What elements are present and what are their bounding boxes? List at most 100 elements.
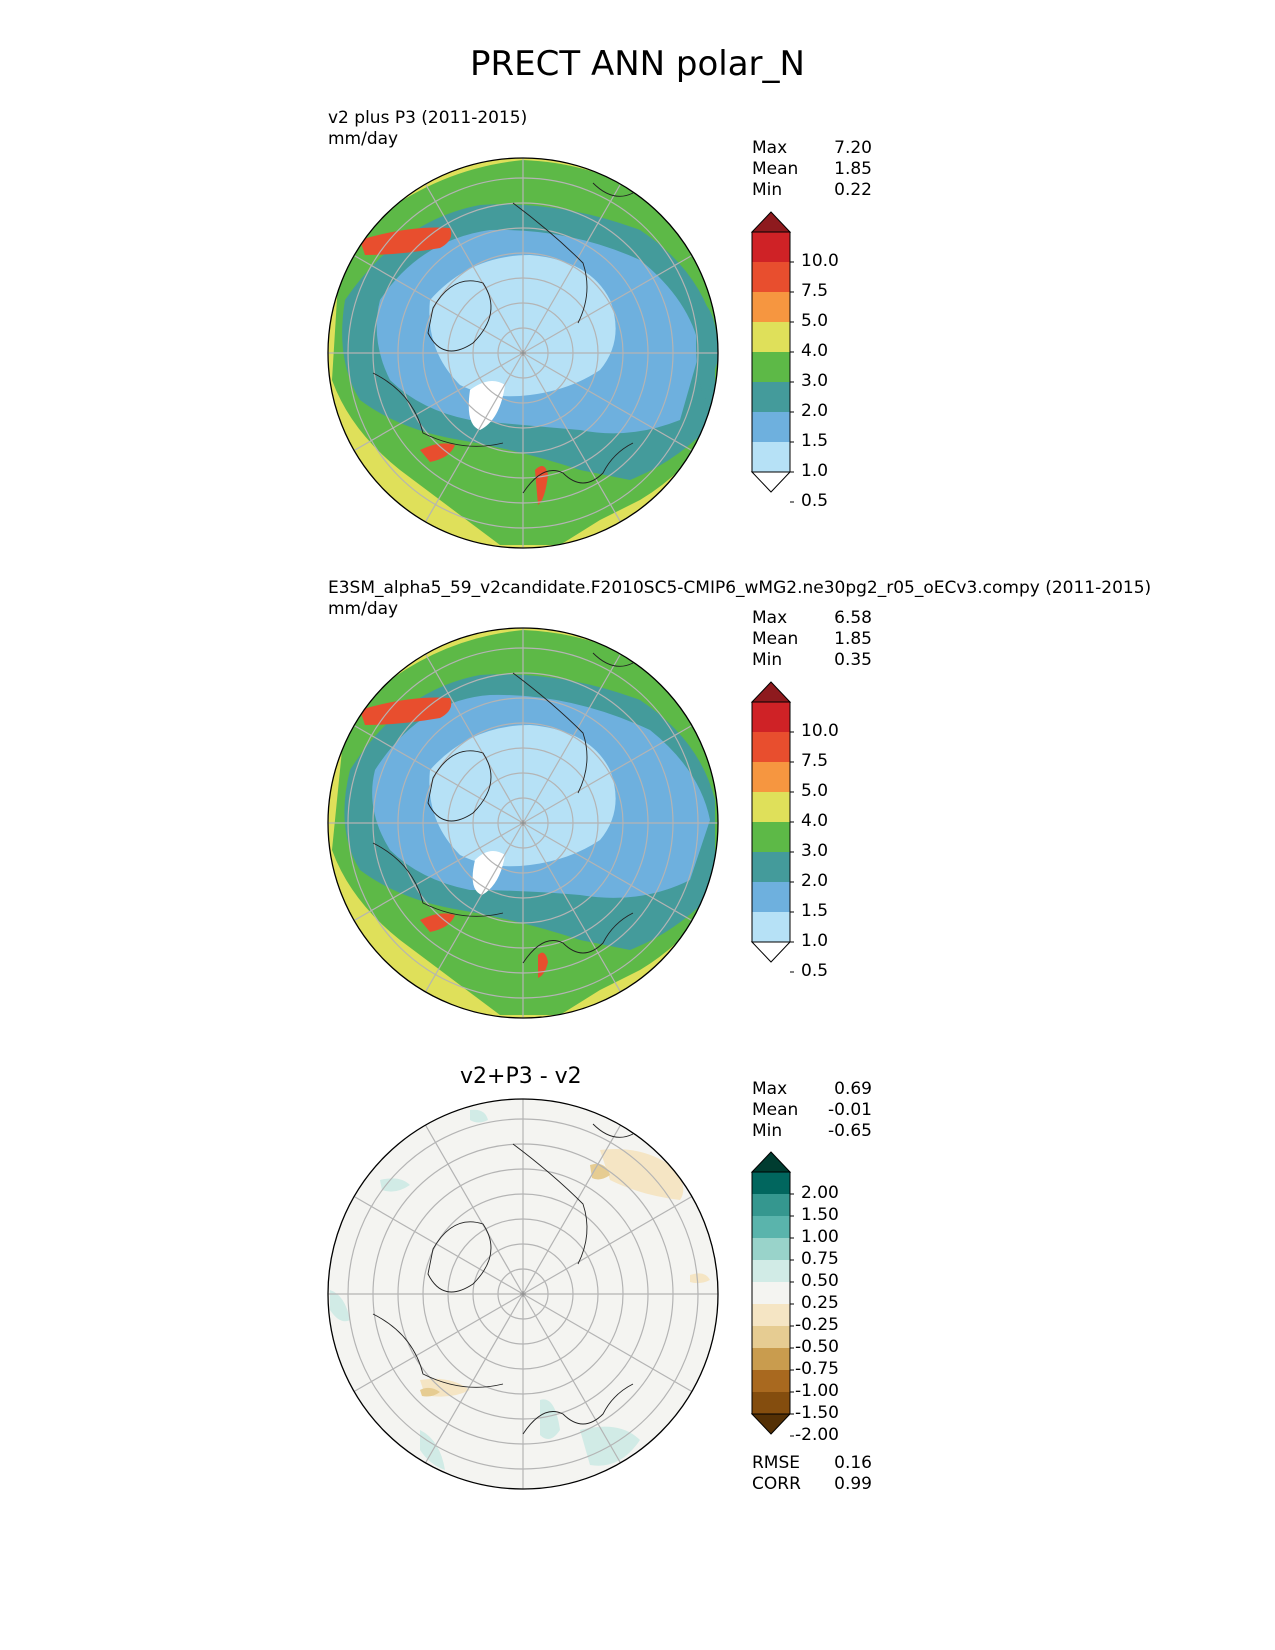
colorbar-tick-label: 5.0 [801, 781, 829, 801]
colorbar-extend-min [750, 471, 792, 493]
panel1-max-value: 7.20 [834, 138, 872, 158]
panel2-mean-label: Mean [752, 629, 799, 649]
colorbar-tick-label: 4.0 [801, 341, 829, 361]
map-border [327, 157, 719, 549]
longitude-line [522, 653, 622, 824]
siberia-coast [512, 672, 588, 794]
canada-coast [372, 372, 504, 447]
colorbar-segment [752, 442, 790, 472]
panel1-mean-value: 1.85 [834, 159, 872, 179]
panel2-min-value: 0.35 [834, 650, 872, 670]
panel2-max-label: Max [752, 608, 788, 628]
longitude-line [522, 822, 622, 993]
panel1-gridlines [327, 157, 719, 549]
siberia-coast [512, 1143, 588, 1265]
colorbar-tick-label: 0.50 [801, 1271, 839, 1291]
colorbar-tick-label: 2.0 [801, 871, 829, 891]
colorbar-tick-label: 5.0 [801, 311, 829, 331]
longitude-line [424, 183, 524, 354]
panel1-colorbar [750, 211, 794, 503]
colorbar-segment [752, 702, 790, 732]
europe-coast [522, 912, 634, 964]
colorbar-segment [752, 322, 790, 352]
longitude-line [522, 822, 693, 922]
europe-coast [522, 442, 634, 494]
colorbar-extend-min [750, 941, 792, 963]
colorbar-tick-label: 0.5 [801, 491, 829, 511]
colorbar-extend-max [750, 1151, 792, 1173]
siberia-coast [512, 202, 588, 324]
longitude-line [522, 1293, 693, 1393]
panel1-min-value: 0.22 [834, 180, 872, 200]
colorbar-tick-label: -0.75 [795, 1359, 839, 1379]
colorbar-extend-max [750, 681, 792, 703]
colorbar-segment [752, 822, 790, 852]
panel3-mean-value: -0.01 [828, 1100, 872, 1120]
colorbar-tick-label: 1.50 [801, 1205, 839, 1225]
panel2-colorbar [750, 681, 794, 973]
longitude-line [353, 254, 524, 354]
colorbar-segment [752, 852, 790, 882]
map-border [327, 1098, 719, 1490]
colorbar-tick-label: 1.0 [801, 931, 829, 951]
colorbar-segment [752, 792, 790, 822]
panel1-mean-label: Mean [752, 159, 799, 179]
longitude-line [424, 1293, 524, 1464]
figure-title: PRECT ANN polar_N [470, 44, 805, 84]
panel2-units: mm/day [328, 599, 399, 619]
colorbar-tick-label: 0.25 [801, 1293, 839, 1313]
colorbar-segment [752, 762, 790, 792]
longitude-line [522, 1124, 622, 1295]
panel2-title: E3SM_alpha5_59_v2candidate.F2010SC5-CMIP… [328, 578, 1152, 598]
colorbar-segment [752, 232, 790, 262]
colorbar-segment [752, 382, 790, 412]
longitude-line [353, 724, 524, 824]
panel1-title: v2 plus P3 (2011-2015) [328, 108, 528, 128]
colorbar-segment [752, 1304, 790, 1326]
colorbar-tick-label: 3.0 [801, 841, 829, 861]
colorbar-tick-label: 4.0 [801, 811, 829, 831]
colorbar-segment [752, 412, 790, 442]
longitude-line [353, 822, 524, 922]
longitude-line [522, 1195, 693, 1295]
colorbar-segment [752, 882, 790, 912]
longitude-line [424, 653, 524, 824]
panel3-title: v2+P3 - v2 [460, 1064, 582, 1089]
colorbar-tick-label: 1.0 [801, 461, 829, 481]
colorbar-tick-label: -1.00 [795, 1381, 839, 1401]
longitude-line [424, 1124, 524, 1295]
alaska-coast [592, 652, 634, 667]
colorbar-tick-label: 7.5 [801, 281, 829, 301]
longitude-line [353, 1293, 524, 1393]
colorbar-segment [752, 1282, 790, 1304]
colorbar-tick-label: 10.0 [801, 721, 839, 741]
colorbar-segment [752, 262, 790, 292]
longitude-line [522, 724, 693, 824]
panel3-colorbar [750, 1151, 794, 1437]
panel1-max-label: Max [752, 138, 788, 158]
colorbar-segment [752, 912, 790, 942]
colorbar-tick-label: 1.5 [801, 901, 829, 921]
alaska-coast [592, 182, 634, 197]
colorbar-tick-label: -1.50 [795, 1403, 839, 1423]
panel2-max-value: 6.58 [834, 608, 872, 628]
panel2-gridlines [327, 627, 719, 1019]
colorbar-segment [752, 1194, 790, 1216]
colorbar-tick-label: 0.5 [801, 961, 829, 981]
map-border [327, 627, 719, 1019]
colorbar-outline [751, 1171, 791, 1415]
colorbar-segment [752, 1326, 790, 1348]
colorbar-tick-label: 2.0 [801, 401, 829, 421]
greenland-coast [427, 1221, 492, 1293]
coastline [372, 652, 634, 964]
coastline [372, 1123, 634, 1435]
colorbar-segment [752, 352, 790, 382]
greenland-coast [427, 750, 492, 822]
colorbar-segment [752, 732, 790, 762]
colorbar-tick-label: -2.00 [795, 1425, 839, 1445]
colorbar-segment [752, 1370, 790, 1392]
colorbar-tick-label: 7.5 [801, 751, 829, 771]
colorbar-extend-max [750, 211, 792, 233]
europe-coast [522, 1383, 634, 1435]
